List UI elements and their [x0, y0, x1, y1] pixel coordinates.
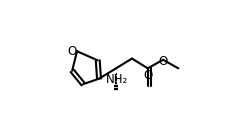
Text: O: O [158, 55, 168, 68]
Text: NH₂: NH₂ [106, 73, 128, 86]
Text: O: O [143, 69, 153, 82]
Text: O: O [67, 45, 76, 58]
